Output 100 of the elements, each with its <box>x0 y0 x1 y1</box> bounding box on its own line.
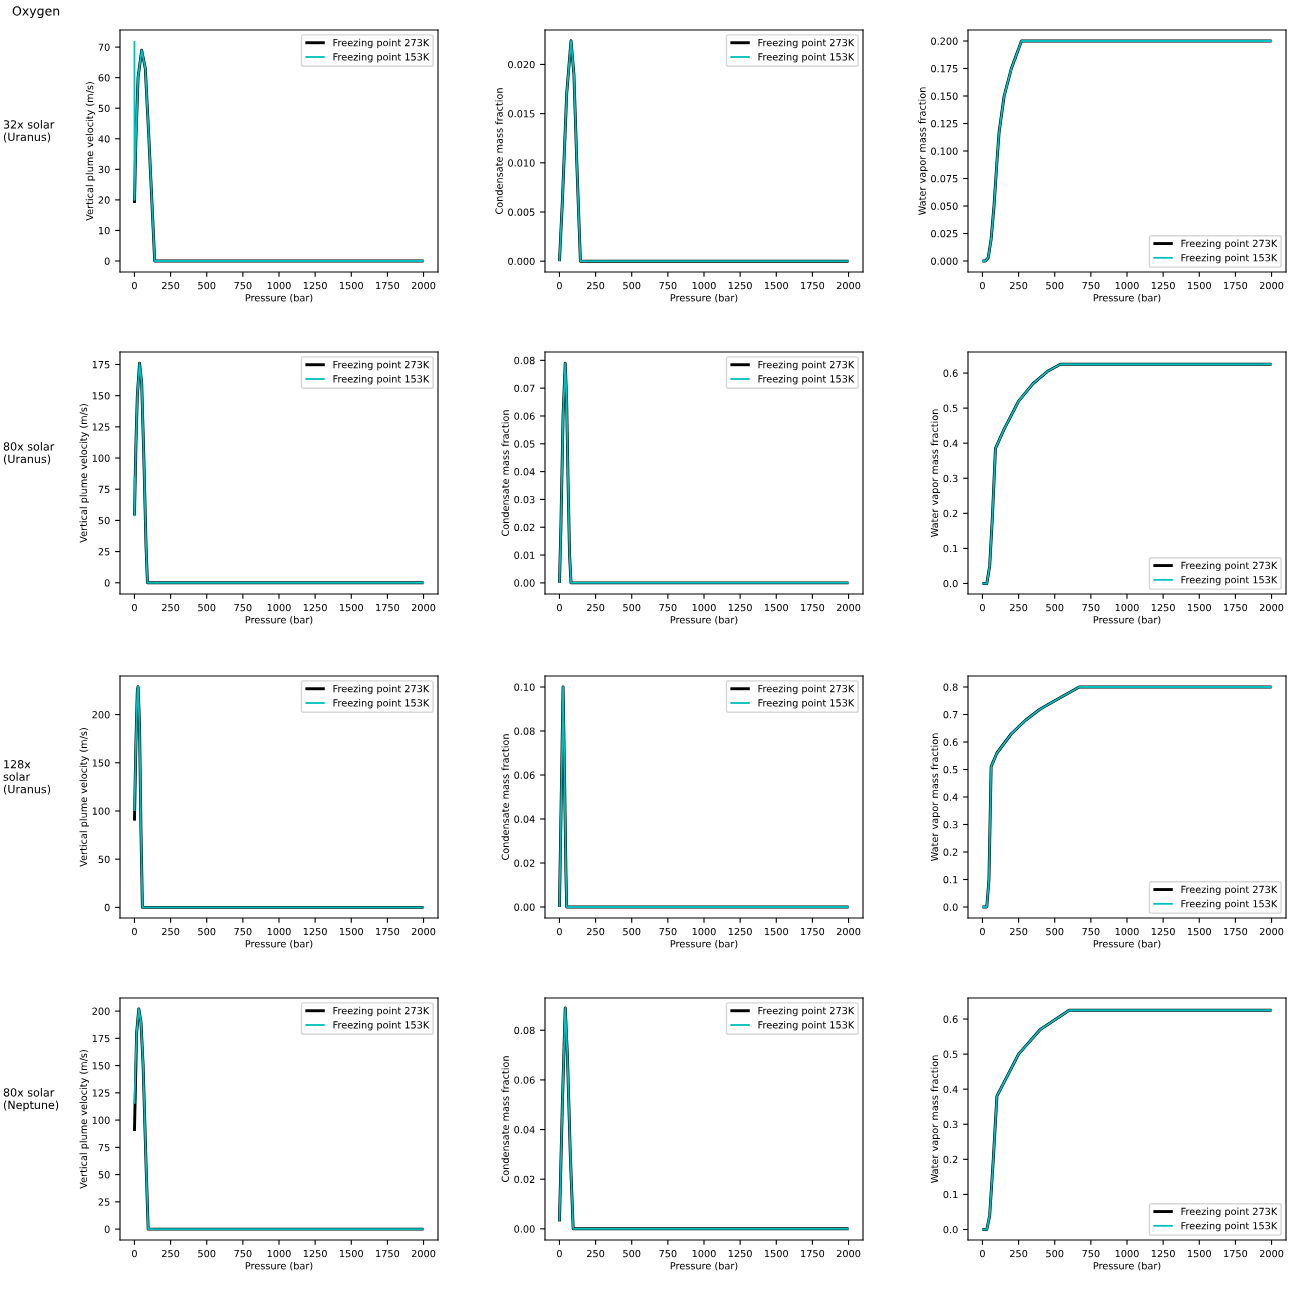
x-tick-label: 2000 <box>411 281 436 290</box>
x-tick-label: 500 <box>198 927 216 936</box>
legend-label: Freezing point 153K <box>758 699 855 709</box>
x-tick-label: 2000 <box>411 927 436 936</box>
y-tick-label: 0.06 <box>514 771 535 779</box>
x-tick-label: 250 <box>162 603 180 612</box>
y-tick-label: 75 <box>98 1143 110 1152</box>
x-axis-title: Pressure (bar) <box>245 939 313 949</box>
y-tick-label: 0.6 <box>943 738 958 746</box>
x-tick-label: 1250 <box>1151 1249 1175 1258</box>
y-tick-label: 0.000 <box>508 257 535 266</box>
y-tick-label: 0.08 <box>514 727 535 735</box>
x-tick-label: 1500 <box>1187 1249 1211 1258</box>
x-tick-label: 0 <box>132 1249 137 1258</box>
legend-label: Freezing point 153K <box>1181 253 1278 264</box>
y-tick-label: 0.04 <box>514 815 535 823</box>
x-tick-label: 1000 <box>1115 603 1139 612</box>
x-tick-label: 2000 <box>411 603 436 612</box>
x-tick-label: 750 <box>234 281 252 290</box>
x-tick-label: 2000 <box>836 603 861 612</box>
y-tick-label: 0.5 <box>943 765 958 774</box>
x-tick-label: 1500 <box>1187 927 1211 936</box>
y-tick-label: 40 <box>98 135 110 143</box>
y-tick-label: 0.07 <box>514 384 535 392</box>
x-tick-label: 1000 <box>1115 281 1139 290</box>
x-tick-label: 250 <box>162 1249 180 1258</box>
y-tick-label: 0.020 <box>508 60 535 69</box>
x-tick-label: 500 <box>198 603 216 612</box>
x-tick-label: 1500 <box>339 281 363 290</box>
y-tick-label: 0.04 <box>514 468 535 476</box>
y-tick-label: 200 <box>92 1007 110 1015</box>
x-tick-label: 500 <box>198 281 216 290</box>
text: 80x solar (Uranus) <box>3 442 55 465</box>
legend-label: Freezing point 273K <box>758 38 855 49</box>
y-tick-label: 0.000 <box>931 257 958 265</box>
x-tick-label: 1750 <box>376 927 400 936</box>
x-tick-label: 1500 <box>764 281 788 290</box>
x-tick-label: 1500 <box>339 927 363 936</box>
legend-label: Freezing point 273K <box>758 684 855 695</box>
x-tick-label: 0 <box>132 603 137 612</box>
x-tick-label: 500 <box>623 927 641 936</box>
x-tick-label: 1000 <box>692 927 716 936</box>
legend-label: Freezing point 273K <box>758 360 855 371</box>
y-tick-label: 20 <box>98 196 110 204</box>
y-tick-label: 0.3 <box>943 820 958 829</box>
legend-label: Freezing point 153K <box>758 375 855 385</box>
y-tick-label: 0.00 <box>514 579 535 587</box>
y-tick-label: 60 <box>98 74 110 82</box>
y-tick-label: 0.150 <box>931 92 958 100</box>
y-tick-label: 0.005 <box>508 208 535 216</box>
x-tick-label: 250 <box>587 281 605 290</box>
x-tick-label: 1000 <box>692 281 716 290</box>
text: 80x solar (Neptune) <box>3 1088 59 1112</box>
x-tick-label: 1500 <box>764 927 788 936</box>
x-tick-label: 1250 <box>1151 927 1175 936</box>
y-tick-label: 0.02 <box>514 523 535 532</box>
y-tick-label: 0.01 <box>514 551 535 559</box>
legend-label: Freezing point 273K <box>1181 885 1278 895</box>
legend-label: Freezing point 273K <box>333 360 430 371</box>
x-axis-title: Pressure (bar) <box>1093 1261 1161 1271</box>
x-tick-label: 1250 <box>728 1249 752 1258</box>
x-axis-title: Pressure (bar) <box>670 615 738 625</box>
y-tick-label: 0.4 <box>943 439 958 448</box>
y-tick-label: 0.3 <box>943 1120 958 1129</box>
y-tick-label: 100 <box>92 1116 110 1124</box>
x-tick-label: 0 <box>557 1249 562 1258</box>
x-tick-label: 250 <box>1010 603 1028 612</box>
y-tick-label: 0.1 <box>943 1190 958 1199</box>
x-tick-label: 1000 <box>267 281 291 290</box>
x-tick-label: 1750 <box>376 281 400 290</box>
y-tick-label: 0.7 <box>943 710 958 719</box>
legend-label: Freezing point 273K <box>758 1006 855 1017</box>
x-axis-title: Pressure (bar) <box>670 293 738 303</box>
x-tick-label: 250 <box>587 1249 605 1258</box>
x-tick-label: 1250 <box>303 281 327 290</box>
y-tick-label: 0.00 <box>514 903 535 911</box>
legend-label: Freezing point 153K <box>758 53 855 63</box>
x-tick-label: 1500 <box>764 1249 788 1258</box>
x-tick-label: 1750 <box>1224 281 1248 290</box>
y-tick-label: 0.010 <box>508 159 535 167</box>
legend-label: Freezing point 273K <box>1181 561 1278 571</box>
y-tick-label: 10 <box>98 226 110 235</box>
x-tick-label: 500 <box>198 1249 216 1258</box>
y-tick-label: 0.100 <box>931 147 958 155</box>
y-tick-label: 0.0 <box>943 579 958 588</box>
x-tick-label: 2000 <box>1259 1249 1284 1258</box>
x-tick-label: 1000 <box>267 1249 291 1258</box>
x-tick-label: 1000 <box>692 1249 716 1258</box>
x-tick-label: 250 <box>587 927 605 936</box>
x-tick-label: 500 <box>1046 281 1064 290</box>
x-tick-label: 1500 <box>339 603 363 612</box>
y-axis-title: Condensate mass fraction <box>501 1056 509 1183</box>
y-tick-label: 0.08 <box>514 356 535 365</box>
y-tick-label: 0.5 <box>943 404 958 412</box>
x-tick-label: 750 <box>659 927 677 936</box>
x-tick-label: 500 <box>623 603 641 612</box>
x-tick-label: 1500 <box>339 1249 363 1258</box>
x-tick-label: 0 <box>132 281 137 290</box>
legend-label: Freezing point 153K <box>333 1021 430 1031</box>
x-tick-label: 500 <box>623 1249 641 1258</box>
